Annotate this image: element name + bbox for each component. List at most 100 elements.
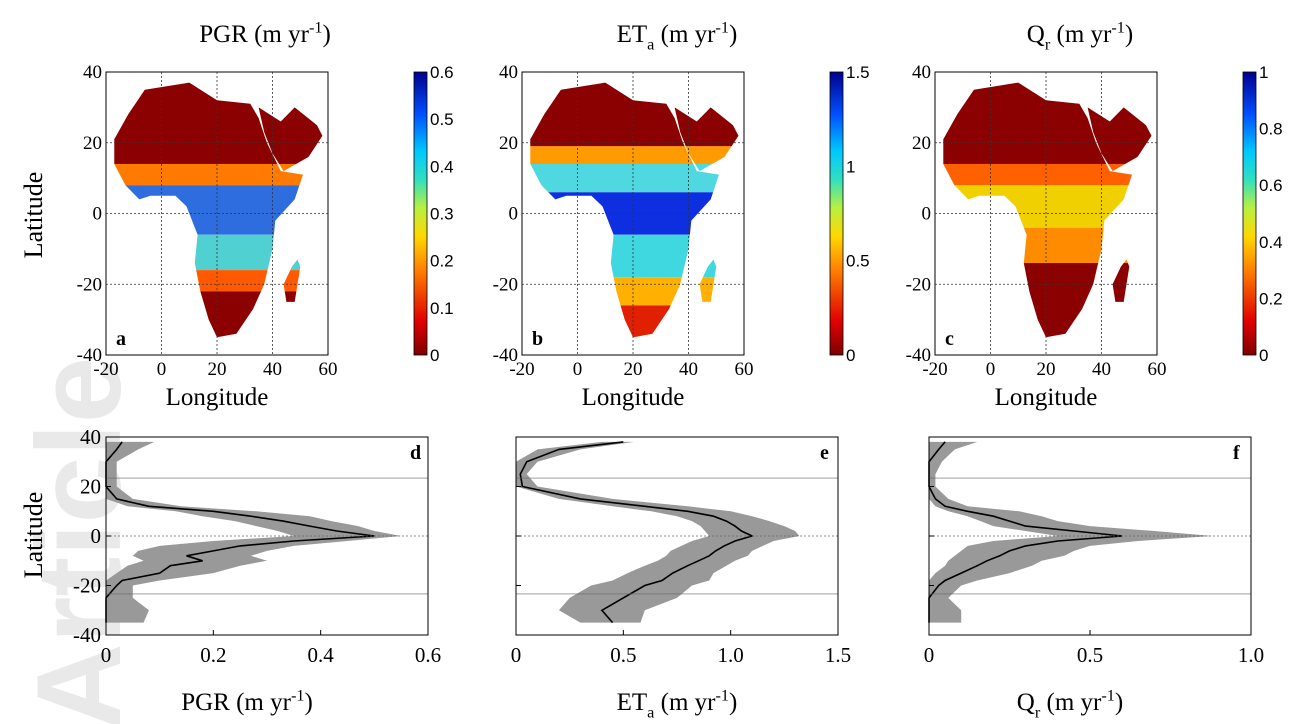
colorbar-tick: 0.8	[1259, 120, 1283, 139]
map-xtick: 40	[263, 359, 282, 380]
panel-letter-a: a	[116, 328, 126, 350]
map-xtick: 60	[319, 359, 338, 380]
panel-title-0-close: )	[322, 21, 330, 48]
profile-xlabel-f-base: Q	[1017, 689, 1035, 716]
colorbar-tick: 0.4	[430, 157, 454, 176]
colorbar-b	[830, 72, 843, 355]
map-panel-c: -20 0 20 40 6040200-20-40Longitudec10.80.60.…	[906, 62, 1283, 411]
map-xtick: 0	[986, 359, 996, 380]
map-panel-b: -20 0 20 40 6040200-20-40Longitudeb1.510.50	[493, 62, 870, 411]
map-xtick: 60	[735, 359, 754, 380]
map-xlabel: Longitude	[582, 384, 685, 411]
profile-xlabel-e-sup: -1	[716, 687, 730, 705]
profile-ytick: 40	[80, 425, 101, 449]
map-xlabel: Longitude	[166, 384, 269, 411]
map-xtick: 0	[573, 359, 583, 380]
profile-xlabel-f: Qr (m yr-1)	[1017, 687, 1123, 722]
map-ytick: 20	[83, 133, 102, 154]
profile-xlabel-d-sup: -1	[291, 687, 305, 705]
map-xlabel: Longitude	[995, 384, 1098, 411]
panel-title-1-sub: a	[647, 36, 654, 54]
map-ytick: 40	[499, 62, 518, 83]
profile-xtick: 0	[101, 643, 112, 667]
panel-title-1-close: )	[729, 21, 737, 48]
profile-xlabel-d-unit: (m yr	[230, 689, 292, 716]
map-xtick: 20	[624, 359, 643, 380]
uncertainty-band	[516, 442, 799, 623]
map-ytick: -20	[493, 274, 518, 295]
panel-title-2-unit: (m yr	[1050, 21, 1112, 48]
profile-panels: 0 0.2 0.4 0.6 40 20 0 -20 -40 d PGR (m yr-1) 0 0.5 1.…	[73, 425, 1264, 722]
profile-xtick: 0.2	[200, 643, 226, 667]
profile-xtick: 0.5	[610, 643, 636, 667]
panel-title-0-unit: (m yr	[248, 21, 310, 48]
map-ytick: 0	[93, 204, 103, 225]
profile-panel-e: 0 0.5 1.0 1.5 e ETa (m yr-1)	[511, 437, 851, 722]
profile-ytick: -20	[73, 574, 101, 598]
map-zone	[106, 164, 328, 185]
profile-xlabel-f-unit: (m yr	[1040, 689, 1102, 716]
panel-title-1: ETa (m yr-1)	[617, 19, 738, 54]
uncertainty-band	[929, 442, 1212, 623]
panel-letter-e: e	[820, 442, 829, 464]
panel-letter-d: d	[410, 442, 421, 464]
profile-ytick: -40	[73, 623, 101, 647]
panel-title-1-sup: -1	[716, 19, 730, 37]
colorbar-tick: 0.6	[1259, 176, 1283, 195]
panel-title-1-unit: (m yr	[654, 21, 716, 48]
panel-title-2-close: )	[1125, 21, 1133, 48]
profile-ytick: 20	[80, 475, 101, 499]
colorbar-tick: 0.6	[430, 63, 454, 82]
panel-title-2-base: Q	[1027, 21, 1045, 48]
panel-title-0-sup: -1	[309, 19, 323, 37]
colorbar-tick: 0.2	[430, 252, 454, 271]
colorbar-tick: 1	[846, 157, 855, 176]
colorbar-tick: 0.4	[1259, 233, 1283, 252]
profile-ytick: 0	[91, 524, 102, 548]
map-ytick: 0	[509, 204, 519, 225]
panel-title-2: Qr (m yr-1)	[1027, 19, 1133, 54]
map-xtick: 60	[1148, 359, 1167, 380]
colorbar-tick: 0.5	[846, 252, 870, 271]
map-ytick: 40	[912, 62, 931, 83]
profile-xtick: 0.5	[1077, 643, 1103, 667]
map-xtick: 0	[157, 359, 167, 380]
map-ytick: 0	[922, 204, 932, 225]
colorbar-tick: 0	[846, 346, 855, 365]
map-ytick: -40	[77, 345, 102, 366]
panel-letter-c: c	[945, 328, 954, 350]
profile-xtick: 0.6	[415, 643, 441, 667]
map-xtick: 40	[679, 359, 698, 380]
colorbar-tick: 1	[1259, 63, 1268, 82]
profile-xtick: 0.4	[308, 643, 335, 667]
map-ytick: -20	[77, 274, 102, 295]
colorbar-tick: 0.3	[430, 205, 454, 224]
colorbar-tick: 1.5	[846, 63, 870, 82]
profile-xlabel-e-base: ET	[617, 689, 648, 716]
mean-line	[929, 442, 1122, 623]
map-xtick: 40	[1092, 359, 1111, 380]
colorbar-tick: 0	[430, 346, 439, 365]
colorbar-tick: 0.1	[430, 299, 454, 318]
map-ytick: 40	[83, 62, 102, 83]
colorbar-tick: 0.5	[430, 110, 454, 129]
colorbar-tick: 0.2	[1259, 289, 1283, 308]
uncertainty-band	[106, 442, 401, 623]
map-xtick: 20	[1037, 359, 1056, 380]
colorbar-a	[414, 72, 427, 355]
panel-title-1-base: ET	[617, 21, 648, 48]
map-ytick: -20	[906, 274, 931, 295]
panel-title-0: PGR (m yr-1)	[199, 19, 331, 49]
profile-xlabel-e-sub: a	[647, 704, 654, 722]
map-ylabel: Latitude	[19, 172, 48, 259]
colorbar-tick: 0	[1259, 346, 1268, 365]
profile-xtick: 0	[924, 643, 935, 667]
map-ytick: 20	[499, 133, 518, 154]
panel-title-0-base: PGR	[199, 21, 248, 48]
profile-xlabel-d: PGR (m yr-1)	[181, 687, 313, 717]
profile-xtick: 1.5	[825, 643, 851, 667]
panel-letter-f: f	[1233, 442, 1240, 464]
profile-panel-f: 0 0.5 1.0 f Qr (m yr-1)	[924, 437, 1264, 722]
profile-xlabel-e-close: )	[729, 689, 737, 716]
